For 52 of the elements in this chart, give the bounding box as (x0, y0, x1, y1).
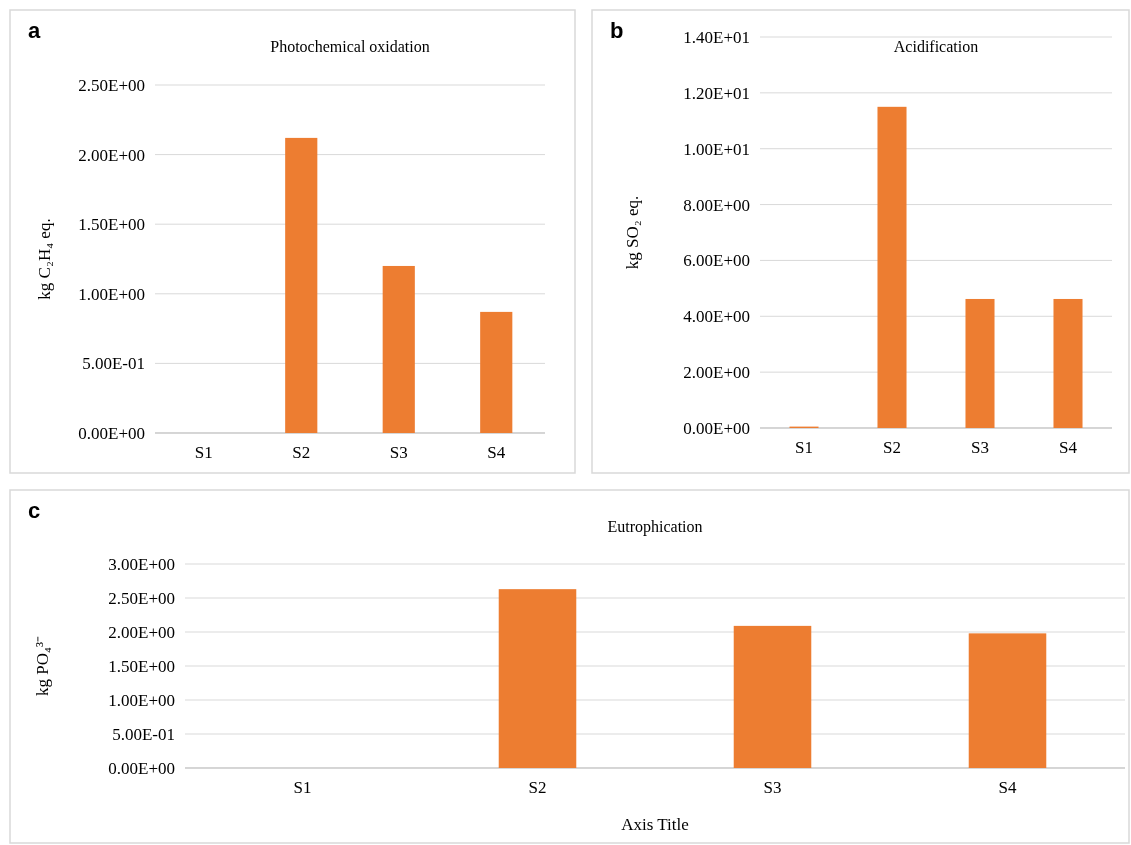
y-axis-title: kg SO₂ eq. (623, 195, 642, 270)
x-tick-label: S2 (292, 443, 311, 462)
y-tick-label: 8.00E+00 (683, 195, 750, 215)
y-tick-label: 1.50E+00 (108, 656, 175, 676)
y-tick-label: 5.00E-01 (82, 354, 145, 374)
bar (965, 298, 995, 428)
bar (498, 589, 577, 768)
y-tick-label: 1.00E+00 (108, 690, 175, 710)
y-tick-label: 2.00E+00 (683, 363, 750, 383)
chart-title: Eutrophication (607, 518, 703, 536)
text: c (28, 498, 41, 523)
y-tick-label: 1.00E+00 (78, 284, 145, 304)
y-tick-label: 0.00E+00 (108, 758, 175, 778)
bar (968, 633, 1047, 768)
y-tick-label: 5.00E-01 (112, 724, 175, 744)
y-axis-title: kg PO₄³⁻ (33, 635, 52, 697)
y-tick-label: 2.00E+00 (108, 622, 175, 642)
bar (285, 137, 318, 433)
y-tick-label: 0.00E+00 (683, 418, 750, 438)
bar (382, 265, 415, 433)
y-tick-label: 2.50E+00 (78, 75, 145, 95)
x-tick-label: S1 (293, 778, 312, 797)
bar (480, 311, 513, 433)
y-tick-label: 4.00E+00 (683, 307, 750, 327)
x-tick-label: S3 (763, 778, 782, 797)
y-tick-label: 1.20E+01 (683, 83, 750, 103)
x-tick-label: S3 (389, 443, 408, 462)
x-tick-label: S4 (998, 778, 1017, 797)
y-tick-label: 2.00E+00 (78, 145, 145, 165)
x-tick-label: S2 (883, 438, 901, 457)
y-tick-label: 2.50E+00 (108, 588, 175, 608)
y-tick-label: 6.00E+00 (683, 251, 750, 271)
bar (733, 625, 812, 768)
y-tick-label: 1.00E+01 (683, 139, 750, 159)
x-tick-label: S2 (528, 778, 547, 797)
x-tick-label: S1 (194, 443, 213, 462)
x-tick-label: S1 (795, 438, 813, 457)
y-tick-label: 1.40E+01 (683, 27, 750, 47)
x-tick-label: S4 (1059, 438, 1078, 457)
x-tick-label: S3 (971, 438, 989, 457)
x-tick-label: S4 (487, 443, 506, 462)
y-tick-label: 3.00E+00 (108, 554, 175, 574)
text: b (610, 18, 624, 43)
bar (877, 106, 907, 428)
x-axis-title: Axis Title (621, 815, 689, 834)
y-axis-title: kg C₂H₄ eq. (35, 218, 54, 300)
text: a (28, 18, 41, 43)
y-tick-label: 0.00E+00 (78, 423, 145, 443)
y-tick-label: 1.50E+00 (78, 215, 145, 235)
bar (1053, 298, 1083, 428)
chart-title: Photochemical oxidation (270, 38, 430, 55)
chart-title: Acidification (893, 38, 979, 55)
